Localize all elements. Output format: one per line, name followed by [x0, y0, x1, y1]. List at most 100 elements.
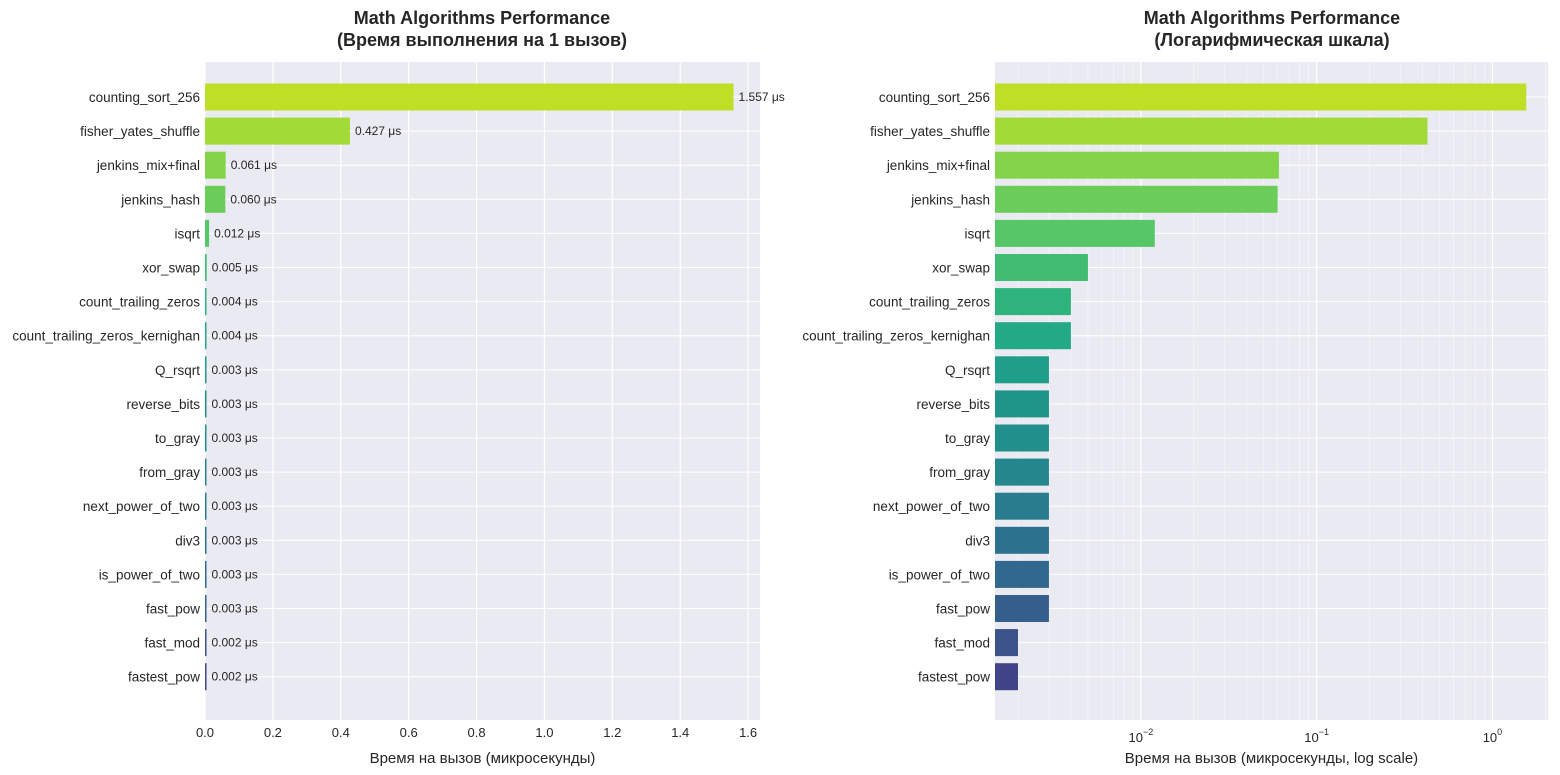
- category-label: is_power_of_two: [889, 567, 990, 582]
- x-tick-label: 100: [1483, 727, 1502, 745]
- x-axis-label: Время на вызов (микросекунды, log scale): [1125, 750, 1418, 767]
- data-label: 0.003 μs: [212, 567, 258, 581]
- data-label: 1.557 μs: [739, 90, 785, 104]
- category-label: jenkins_hash: [910, 192, 990, 207]
- chart-subtitle: (Время выполнения на 1 вызов): [337, 30, 627, 50]
- chart-subtitle: (Логарифмическая шкала): [1154, 30, 1389, 50]
- tick-exponent: 0: [1497, 727, 1502, 737]
- data-label: 0.002 μs: [212, 636, 258, 650]
- bar: [995, 185, 1278, 213]
- category-label: jenkins_hash: [120, 192, 200, 207]
- bar: [995, 560, 1049, 588]
- bar: [205, 560, 207, 588]
- data-label: 0.003 μs: [212, 499, 258, 513]
- category-label: fast_mod: [144, 636, 200, 651]
- category-label: xor_swap: [142, 261, 200, 276]
- category-label: to_gray: [945, 431, 990, 446]
- bar: [205, 492, 207, 520]
- tick-base: 10: [1304, 730, 1318, 745]
- bar: [205, 254, 207, 281]
- category-label: fastest_pow: [918, 670, 990, 685]
- bar: [205, 151, 226, 179]
- bar: [995, 663, 1018, 691]
- category-label: next_power_of_two: [873, 499, 990, 514]
- category-label: count_trailing_zeros: [869, 295, 990, 310]
- chart-title: Math Algorithms Performance: [354, 8, 610, 28]
- category-label: jenkins_mix+final: [886, 158, 990, 173]
- category-label: div3: [175, 533, 200, 548]
- x-tick-label: 1.4: [671, 725, 689, 740]
- category-label: isqrt: [964, 226, 990, 241]
- x-tick-label: 0.6: [400, 725, 418, 740]
- data-label: 0.060 μs: [230, 192, 276, 206]
- chart-title: Math Algorithms Performance: [1144, 8, 1400, 28]
- x-tick-label: 1.0: [535, 725, 553, 740]
- x-tick-label: 0.4: [332, 725, 350, 740]
- bar: [995, 117, 1428, 145]
- data-label: 0.003 μs: [212, 363, 258, 377]
- data-label: 0.003 μs: [212, 397, 258, 411]
- category-label: xor_swap: [932, 261, 990, 276]
- data-label: 0.061 μs: [231, 158, 277, 172]
- category-label: is_power_of_two: [99, 567, 200, 582]
- x-tick-label: 0.0: [196, 725, 214, 740]
- x-axis-label: Время на вызов (микросекунды): [370, 750, 596, 767]
- data-label: 0.003 μs: [212, 533, 258, 547]
- data-label: 0.003 μs: [212, 602, 258, 616]
- bar: [995, 424, 1049, 452]
- bar: [995, 390, 1049, 418]
- x-tick-label: 0.8: [468, 725, 486, 740]
- x-tick-label: 0.2: [264, 725, 282, 740]
- bar: [995, 595, 1049, 622]
- x-tick-label: 10−1: [1304, 727, 1329, 745]
- data-label: 0.004 μs: [212, 295, 258, 309]
- bar: [995, 526, 1049, 554]
- bar: [205, 185, 226, 213]
- bar: [205, 629, 207, 657]
- category-label: counting_sort_256: [879, 90, 990, 105]
- x-tick-label: 1.2: [603, 725, 621, 740]
- bar: [205, 424, 207, 452]
- bar: [205, 356, 207, 384]
- bar: [995, 458, 1049, 486]
- tick-base: 10: [1128, 730, 1142, 745]
- category-label: fast_pow: [936, 602, 990, 617]
- category-label: jenkins_mix+final: [96, 158, 200, 173]
- data-label: 0.002 μs: [212, 670, 258, 684]
- data-label: 0.005 μs: [212, 261, 258, 275]
- category-label: div3: [965, 533, 990, 548]
- x-tick-label: 10−2: [1128, 727, 1153, 745]
- category-label: fisher_yates_shuffle: [870, 124, 990, 139]
- bar: [995, 629, 1018, 657]
- bar: [205, 526, 207, 554]
- category-label: count_trailing_zeros_kernighan: [12, 329, 200, 344]
- bar: [205, 117, 350, 145]
- tick-exponent: −1: [1319, 727, 1329, 737]
- category-label: to_gray: [155, 431, 200, 446]
- data-label: 0.003 μs: [212, 431, 258, 445]
- bar: [205, 288, 207, 316]
- category-label: fastest_pow: [128, 670, 200, 685]
- category-label: from_gray: [929, 465, 990, 480]
- category-label: count_trailing_zeros: [79, 295, 200, 310]
- category-label: fast_pow: [146, 602, 200, 617]
- bar: [205, 390, 207, 418]
- plot-background: [205, 62, 760, 720]
- bar: [995, 83, 1527, 111]
- bar: [995, 219, 1155, 247]
- tick-base: 10: [1483, 730, 1497, 745]
- linear-chart-panel: counting_sort_256 1.557 μs fisher_yates_sh…: [12, 8, 784, 767]
- data-label: 0.003 μs: [212, 465, 258, 479]
- bar: [205, 83, 734, 111]
- log-chart-panel: counting_sort_256 fisher_yates_shufflejen…: [802, 8, 1548, 767]
- category-label: from_gray: [139, 465, 200, 480]
- category-label: fast_mod: [934, 636, 990, 651]
- bar: [205, 219, 210, 247]
- bar: [205, 458, 207, 486]
- category-label: counting_sort_256: [89, 90, 200, 105]
- category-label: count_trailing_zeros_kernighan: [802, 329, 990, 344]
- bar: [995, 322, 1071, 350]
- data-label: 0.012 μs: [214, 226, 260, 240]
- bar: [995, 356, 1049, 384]
